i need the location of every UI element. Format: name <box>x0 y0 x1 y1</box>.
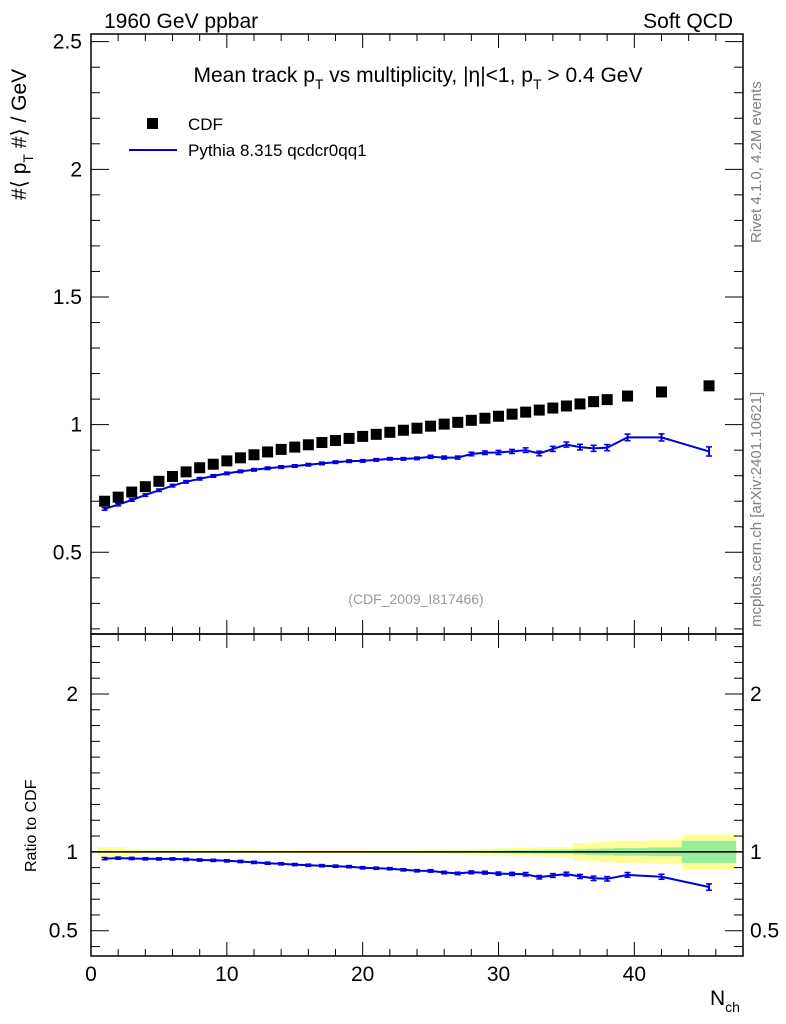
cdf-data-point <box>262 446 274 458</box>
cdf-data-point <box>139 481 151 493</box>
process-label: Soft QCD <box>643 10 733 33</box>
cdf-data-point <box>370 428 382 440</box>
cdf-data-point <box>384 426 396 438</box>
cdf-data-point <box>438 418 450 430</box>
cdf-data-point <box>126 486 138 498</box>
cdf-data-point <box>289 441 301 453</box>
cdf-data-point <box>703 380 715 392</box>
ratio-series-layer <box>101 856 713 891</box>
cdf-data-point <box>99 495 111 507</box>
cdf-data-point <box>520 406 532 418</box>
x-tick-labels: 0 10 20 30 40 <box>85 963 646 986</box>
cdf-data-point <box>275 443 287 455</box>
main-y-tick-label: 0.5 <box>53 541 82 564</box>
legend-cdf-marker <box>147 118 158 129</box>
cdf-data-point <box>221 455 233 467</box>
cdf-data-point <box>194 462 206 474</box>
main-series-layer <box>99 380 715 511</box>
x-tick-label: 0 <box>85 963 97 986</box>
cdf-data-point <box>465 414 477 426</box>
x-tick-label: 40 <box>623 963 646 986</box>
x-tick-label: 10 <box>215 963 238 986</box>
analysis-id-label: (CDF_2009_I817466) <box>348 591 483 607</box>
main-y-axis-label: #⟨ pT #⟩ / GeV <box>8 69 36 200</box>
legend: CDF Pythia 8.315 qcdcr0qq1 <box>129 115 367 160</box>
main-panel: 0.511.522.5 #⟨ pT #⟩ / GeV Mean track pT… <box>8 31 744 635</box>
cdf-data-point <box>656 386 667 398</box>
ratio-y-axis-label: Ratio to CDF <box>23 779 40 872</box>
y-label-sub: T <box>20 154 36 163</box>
ratio-y-tick-label-right: 0.5 <box>750 920 779 943</box>
cdf-data-point <box>248 449 260 461</box>
main-y-tick-label: 1.5 <box>53 286 82 309</box>
cdf-data-point <box>560 400 572 412</box>
title-prefix: Mean track p <box>193 64 314 87</box>
cdf-data-point <box>533 404 545 416</box>
cdf-data-point <box>302 439 314 451</box>
ratio-y-tick-label-right: 2 <box>750 683 762 706</box>
mcplots-reference-label: mcplots.cern.ch [arXiv:2401.10621] <box>748 392 765 627</box>
cdf-data-point <box>588 396 600 408</box>
cdf-data-point <box>330 434 341 446</box>
ratio-plot-frame <box>90 633 744 957</box>
cdf-data-point <box>207 458 219 470</box>
cdf-data-point <box>357 430 369 442</box>
cdf-data-point <box>479 412 491 424</box>
title-suffix: > 0.4 GeV <box>542 64 643 87</box>
y-label-post: #⟩ / GeV <box>8 69 31 154</box>
cdf-data-point <box>397 424 409 436</box>
energy-label: 1960 GeV ppbar <box>104 10 258 33</box>
cdf-data-point <box>112 491 124 503</box>
main-y-tick-label: 2 <box>70 158 82 181</box>
ratio-band-layer <box>91 834 743 870</box>
cdf-data-point <box>601 394 613 406</box>
cdf-data-point <box>493 410 504 422</box>
legend-pythia-label: Pythia 8.315 qcdcr0qq1 <box>188 141 367 160</box>
x-tick-label: 20 <box>351 963 374 986</box>
main-axis-ticks <box>90 34 744 634</box>
ratio-y-tick-labels: 0.5 0.5 1 1 2 2 <box>49 683 779 943</box>
ratio-y-tick-label-left: 1 <box>66 841 78 864</box>
cdf-data-point <box>506 408 518 420</box>
main-y-tick-label: 2.5 <box>53 31 82 54</box>
cdf-data-point <box>622 390 634 402</box>
ratio-y-tick-label-right: 1 <box>750 841 762 864</box>
legend-cdf-label: CDF <box>188 115 223 134</box>
plot-title: Mean track pT vs multiplicity, |η|<1, pT… <box>193 64 642 92</box>
cdf-data-point <box>153 475 165 487</box>
main-y-tick-labels: 0.5 1 1.5 2 2.5 <box>53 31 82 565</box>
x-label-main: N <box>710 987 725 1010</box>
title-middle: vs multiplicity, |η|<1, p <box>323 64 533 87</box>
ratio-panel: 0.5 0.5 1 1 2 2 0 10 20 30 40 Ratio to CDF Nch <box>23 633 779 1015</box>
ratio-y-tick-label-left: 0.5 <box>49 920 78 943</box>
cdf-data-point <box>411 422 423 434</box>
main-y-tick-label: 1 <box>70 414 82 437</box>
cdf-data-point <box>343 432 355 444</box>
x-tick-label: 30 <box>487 963 510 986</box>
cdf-data-point <box>425 420 437 432</box>
cdf-data-point <box>316 437 328 449</box>
cdf-data-point <box>547 402 559 414</box>
title-sub-1: T <box>315 76 324 92</box>
y-label-pre: #⟨ p <box>8 163 31 200</box>
cdf-data-point <box>180 466 192 478</box>
ratio-axis-ticks <box>90 634 744 956</box>
title-sub-2: T <box>533 76 542 92</box>
cdf-data-point <box>574 398 586 410</box>
ratio-y-tick-label-left: 2 <box>66 683 78 706</box>
x-label-sub: ch <box>725 999 740 1015</box>
x-axis-label: Nch <box>710 987 740 1015</box>
rivet-version-label: Rivet 4.1.0, 4.2M events <box>748 81 765 243</box>
cdf-data-point <box>452 416 464 428</box>
cdf-data-point <box>167 470 178 482</box>
cdf-data-point <box>234 452 246 464</box>
